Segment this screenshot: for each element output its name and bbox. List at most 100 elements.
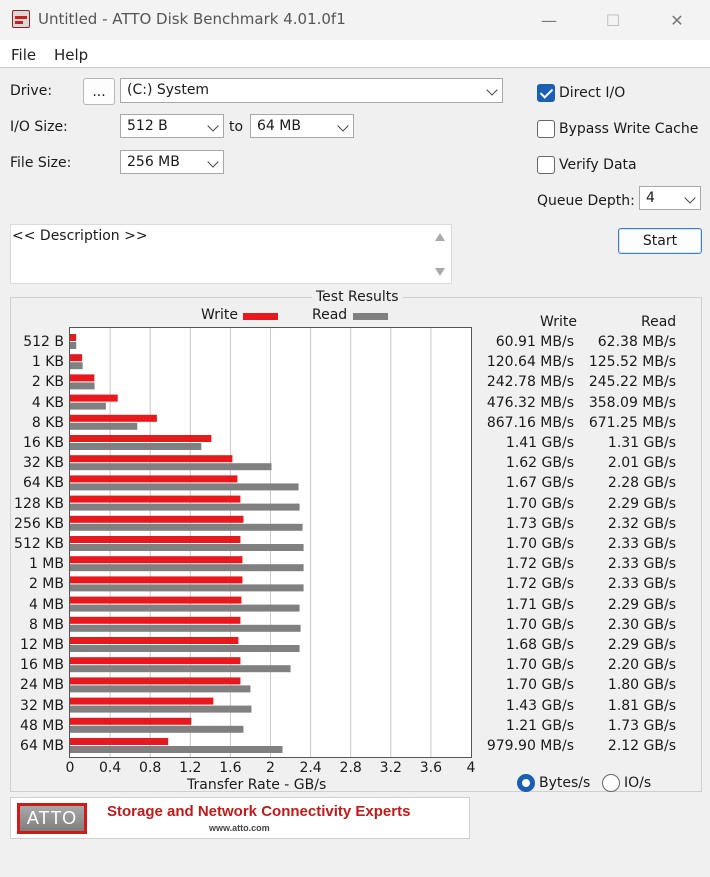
read-value: 2.32 GB/s bbox=[607, 515, 676, 532]
write-bar bbox=[70, 657, 241, 665]
read-bar bbox=[70, 402, 106, 410]
menu-bar bbox=[0, 40, 710, 68]
close-button[interactable]: ✕ bbox=[670, 10, 684, 30]
io-size-row-label: 64 KB bbox=[22, 475, 64, 492]
io-size-to-select[interactable]: 64 MB bbox=[250, 114, 354, 138]
read-value: 2.30 GB/s bbox=[607, 616, 676, 633]
queue-depth-select[interactable]: 4 bbox=[639, 186, 701, 210]
read-bar bbox=[70, 685, 251, 693]
write-value: 979.90 MB/s bbox=[486, 738, 574, 754]
bypass-write-cache-label[interactable]: Bypass Write Cache bbox=[559, 121, 699, 137]
verify-data-label[interactable]: Verify Data bbox=[559, 157, 637, 173]
chevron-down-icon bbox=[337, 120, 349, 132]
scroll-down-icon[interactable] bbox=[435, 268, 445, 276]
io-size-row-label: 8 MB bbox=[28, 616, 64, 633]
write-bar bbox=[70, 697, 214, 705]
menu-divider bbox=[0, 67, 710, 68]
window-title: Untitled - ATTO Disk Benchmark 4.01.0f1 bbox=[38, 10, 346, 28]
write-bar bbox=[70, 455, 233, 463]
direct-io-label[interactable]: Direct I/O bbox=[559, 85, 626, 101]
verify-data-checkbox[interactable] bbox=[537, 156, 555, 174]
write-value: 1.73 GB/s bbox=[505, 515, 574, 532]
read-bar bbox=[70, 705, 252, 713]
x-tick-label: 2 bbox=[266, 760, 275, 776]
io-size-row-label: 4 KB bbox=[31, 394, 64, 411]
atto-banner[interactable]: ATTO Storage and Network Connectivity Ex… bbox=[10, 797, 470, 839]
write-value: 1.67 GB/s bbox=[505, 475, 574, 492]
legend-read-swatch bbox=[353, 313, 388, 320]
write-bar bbox=[70, 738, 169, 745]
io-size-from-value: 512 B bbox=[127, 118, 168, 134]
menu-file[interactable]: File bbox=[11, 46, 37, 64]
description-box[interactable] bbox=[10, 224, 452, 284]
direct-io-checkbox[interactable] bbox=[537, 84, 555, 102]
read-value: 2.33 GB/s bbox=[607, 576, 676, 593]
menu-help[interactable]: Help bbox=[54, 46, 89, 64]
write-bar bbox=[70, 354, 83, 362]
banner-url: www.atto.com bbox=[209, 823, 270, 833]
write-bar bbox=[70, 334, 77, 341]
atto-logo: ATTO bbox=[17, 803, 87, 834]
chart-area bbox=[69, 327, 472, 758]
legend-write-swatch bbox=[243, 313, 278, 320]
io-size-row-label: 32 MB bbox=[20, 697, 64, 714]
io-size-row-label: 64 MB bbox=[20, 738, 64, 754]
io-size-row-label: 24 MB bbox=[20, 677, 64, 694]
x-axis-label: Transfer Rate - GB/s bbox=[187, 777, 327, 793]
browse-button[interactable]: ... bbox=[83, 78, 115, 105]
io-size-row-label: 512 B bbox=[23, 334, 64, 350]
io-per-sec-label[interactable]: IO/s bbox=[624, 775, 652, 791]
io-size-row-label: 256 KB bbox=[14, 515, 64, 532]
io-size-row-label: 2 MB bbox=[28, 576, 64, 593]
read-bar bbox=[70, 362, 83, 370]
write-bar bbox=[70, 616, 241, 624]
write-value: 1.70 GB/s bbox=[505, 616, 574, 633]
x-tick-label: 1.2 bbox=[179, 760, 202, 776]
io-size-row-label: 8 KB bbox=[31, 414, 64, 431]
x-tick-label: 3.2 bbox=[379, 760, 402, 776]
write-value: 1.70 GB/s bbox=[505, 677, 574, 694]
bytes-per-sec-label[interactable]: Bytes/s bbox=[539, 775, 591, 791]
write-bar bbox=[70, 576, 243, 584]
io-size-row-label: 128 KB bbox=[14, 495, 64, 512]
write-value: 1.72 GB/s bbox=[505, 556, 574, 573]
write-bar bbox=[70, 475, 238, 483]
write-bar bbox=[70, 495, 241, 503]
read-value: 2.20 GB/s bbox=[607, 657, 676, 674]
chevron-down-icon bbox=[207, 120, 219, 132]
x-tick-label: 2.8 bbox=[339, 760, 362, 776]
read-bar bbox=[70, 342, 77, 349]
write-bar bbox=[70, 515, 244, 523]
description-text: << Description >> bbox=[12, 228, 148, 244]
io-size-row-label: 48 MB bbox=[20, 717, 64, 734]
drive-select[interactable]: (C:) System bbox=[120, 78, 503, 103]
x-tick-label: 0 bbox=[65, 760, 75, 776]
chevron-down-icon bbox=[207, 156, 219, 168]
write-bar bbox=[70, 414, 157, 422]
x-tick-label: 0.4 bbox=[98, 760, 122, 776]
legend-write-label: Write bbox=[201, 307, 238, 323]
maximize-button[interactable]: ☐ bbox=[605, 10, 621, 30]
bypass-write-cache-checkbox[interactable] bbox=[537, 120, 555, 138]
io-size-to-value: 64 MB bbox=[257, 118, 301, 134]
bytes-per-sec-radio[interactable] bbox=[517, 774, 535, 792]
legend-read-label: Read bbox=[312, 307, 348, 323]
write-column-header: Write bbox=[540, 314, 577, 330]
title-bar bbox=[0, 0, 710, 40]
read-value: 125.52 MB/s bbox=[588, 354, 676, 371]
read-bar bbox=[70, 665, 291, 673]
read-value: 2.29 GB/s bbox=[607, 637, 676, 653]
read-value: 2.29 GB/s bbox=[607, 596, 676, 613]
to-label: to bbox=[229, 119, 244, 135]
x-tick-label: 1.6 bbox=[219, 760, 242, 776]
read-value: 1.81 GB/s bbox=[607, 697, 676, 714]
io-size-from-select[interactable]: 512 B bbox=[120, 114, 224, 138]
read-bar bbox=[70, 483, 299, 491]
minimize-button[interactable]: — bbox=[541, 10, 557, 30]
io-per-sec-radio[interactable] bbox=[602, 774, 620, 792]
write-value: 1.72 GB/s bbox=[505, 576, 574, 593]
scroll-up-icon[interactable] bbox=[435, 233, 445, 241]
read-value: 62.38 MB/s bbox=[597, 334, 676, 350]
file-size-select[interactable]: 256 MB bbox=[120, 150, 224, 174]
start-button[interactable]: Start bbox=[618, 228, 702, 254]
